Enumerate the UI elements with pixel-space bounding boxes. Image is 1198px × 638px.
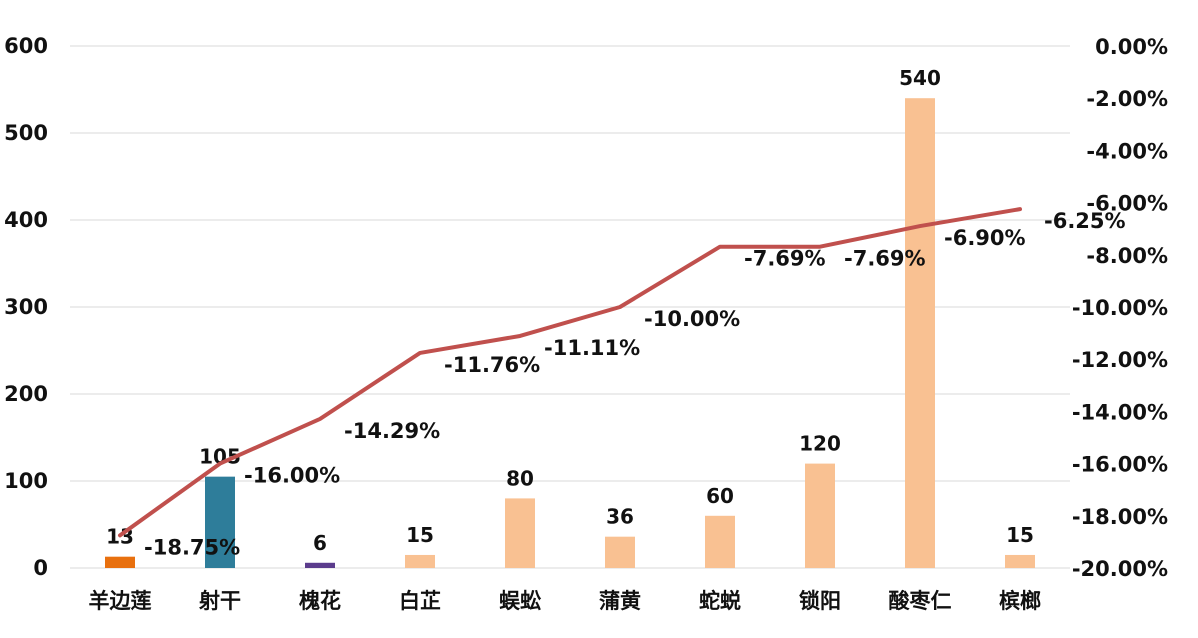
left-tick-label: 100 [4,469,48,493]
bar [605,536,635,568]
x-axis-categories: 羊边莲 射干 槐花 白芷 蜈蚣 蒲黄 蛇蜕 锁阳 酸枣仁 槟榔 [89,589,1042,613]
category-label: 锁阳 [799,589,841,613]
right-tick-label: -20.00% [1072,557,1168,581]
line-value-label: -6.90% [944,226,1026,250]
category-label: 白芷 [399,589,441,613]
right-tick-label: -16.00% [1072,453,1168,477]
category-label: 射干 [198,589,241,613]
line-series [118,207,1022,538]
line-value-label: -11.11% [544,336,640,360]
right-tick-label: 0.00% [1095,35,1168,59]
right-tick-label: -12.00% [1072,348,1168,372]
left-tick-label: 0 [33,556,48,580]
bar-value-label: 6 [313,531,327,555]
bar-value-label: 120 [799,432,841,456]
bar-value-label: 36 [606,505,634,529]
bar [305,562,335,568]
category-label: 蜈蚣 [499,589,542,613]
line-value-label: -14.29% [344,419,440,443]
right-tick-label: -14.00% [1072,400,1168,424]
bar [405,554,435,568]
line-value-label: -7.69% [844,247,926,271]
right-tick-label: -10.00% [1072,296,1168,320]
right-tick-label: -4.00% [1086,139,1168,163]
line-path [118,207,1022,538]
category-label: 羊边莲 [89,589,152,613]
left-tick-label: 600 [4,34,48,58]
bar-value-label: 60 [706,484,734,508]
bar-value-label: 15 [406,523,434,547]
left-y-axis: 0 100 200 300 400 500 600 [4,34,48,580]
gridlines [70,45,1070,569]
right-tick-label: -18.00% [1072,505,1168,529]
category-label: 蒲黄 [599,589,641,613]
line-value-label: -7.69% [744,247,826,271]
right-tick-label: -8.00% [1086,244,1168,268]
right-y-axis: 0.00% -2.00% -4.00% -6.00% -8.00% -10.00% -12.… [1072,35,1168,581]
category-label: 蛇蜕 [699,589,741,613]
bar [105,556,135,568]
category-label: 槟榔 [999,589,1041,613]
bar [805,463,835,568]
bar-series [105,98,1035,568]
right-tick-label: -6.00% [1086,192,1168,216]
category-label: 酸枣仁 [889,589,952,613]
bar-value-label: 540 [899,66,941,90]
bar [705,515,735,568]
right-tick-label: -2.00% [1086,87,1168,111]
line-value-labels: -18.75% -16.00%-14.29% -11.76%-11.11%-10.0… [144,209,1126,559]
bar-value-label: 15 [1006,523,1034,547]
left-tick-label: 400 [4,208,48,232]
bar [505,498,535,568]
line-value-label: -18.75% [144,535,240,559]
bar [205,476,235,568]
bar-value-label: 80 [506,466,534,490]
left-tick-label: 300 [4,295,48,319]
line-value-label: -6.25% [1044,209,1126,233]
line-value-label: -11.76% [444,353,540,377]
left-tick-label: 200 [4,382,48,406]
line-value-label: -10.00% [644,307,740,331]
bar [1005,554,1035,568]
line-value-label: -16.00% [244,464,340,488]
category-label: 槐花 [298,589,341,613]
bar [905,98,935,568]
left-tick-label: 500 [4,121,48,145]
